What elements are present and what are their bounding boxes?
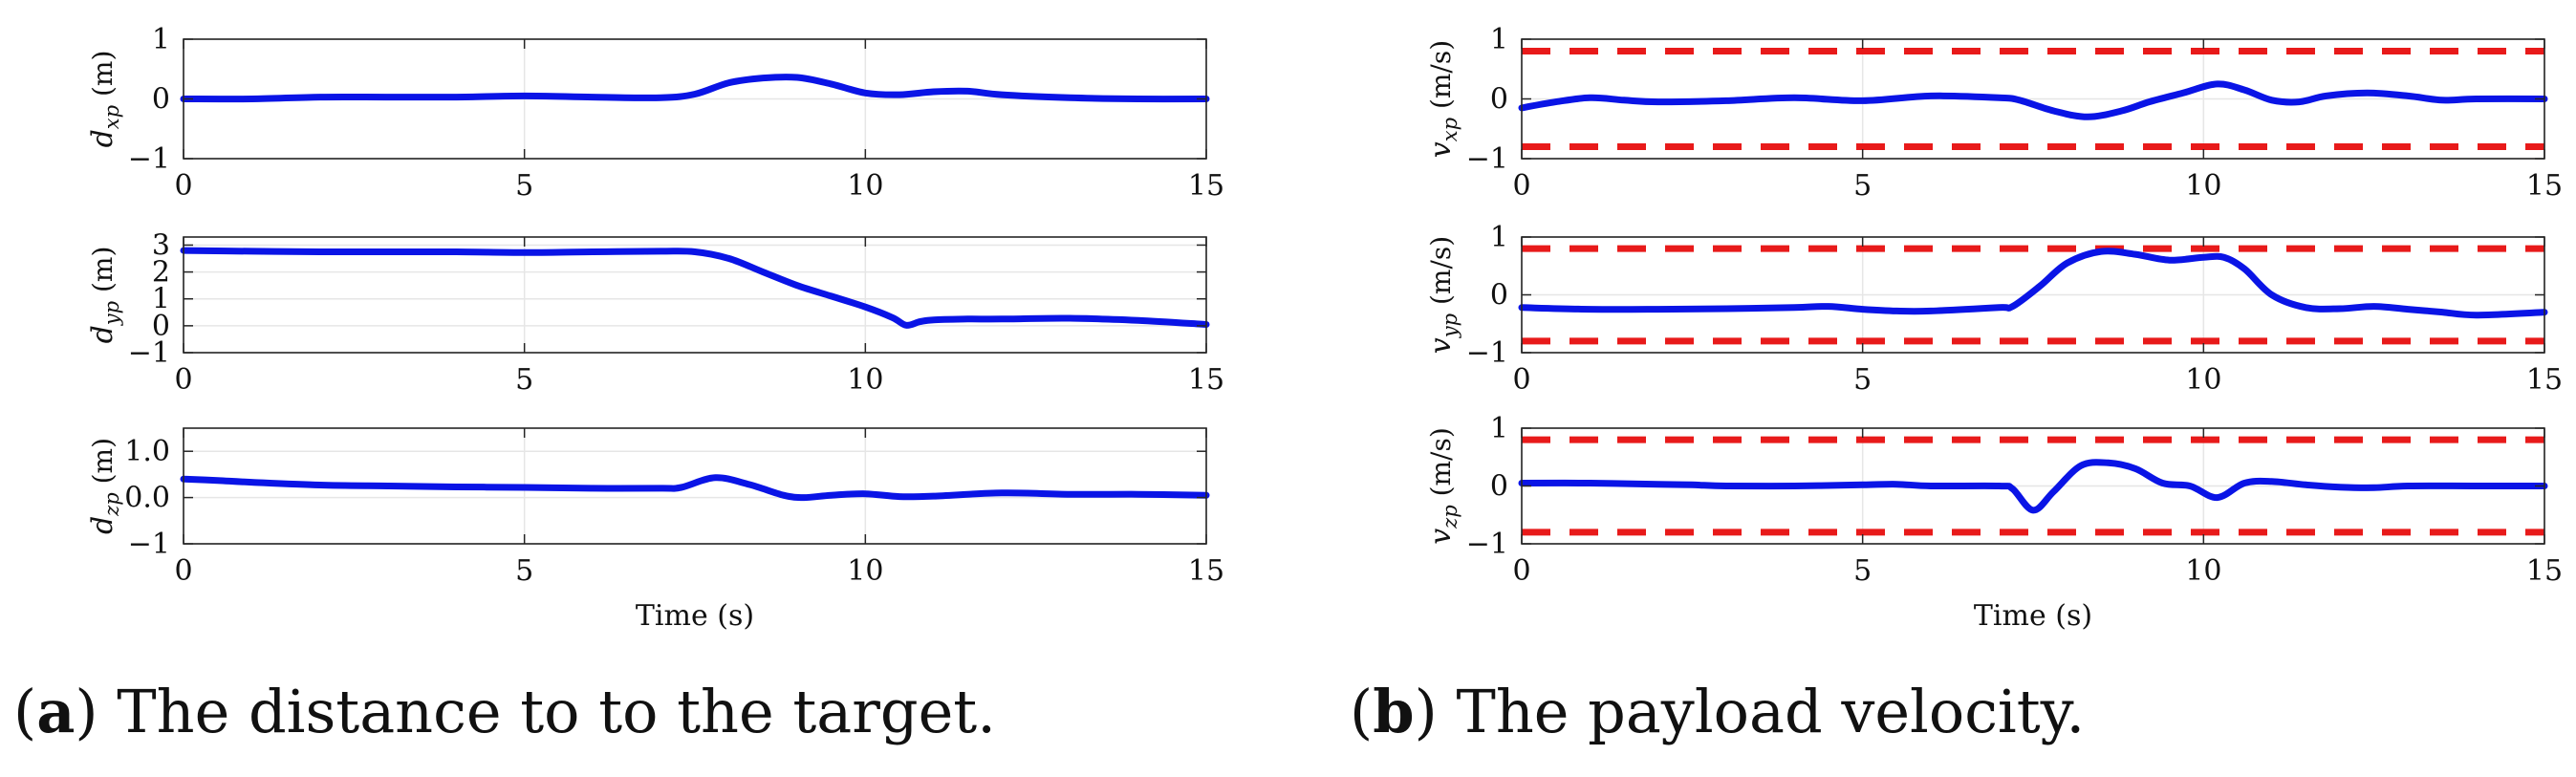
caption-b: (b) The payload velocity. <box>1350 677 2086 746</box>
y-tick-label: 1 <box>152 23 170 56</box>
x-axis-label: Time (s) <box>1974 599 2092 633</box>
y-axis-label-symbol: d <box>86 129 119 147</box>
y-axis-label-unit: (m/s) <box>1425 236 1457 313</box>
y-axis-label-unit: (m) <box>87 51 119 105</box>
x-tick-label: 10 <box>847 169 883 203</box>
caption-a: (a) The distance to to the target. <box>13 677 996 746</box>
x-tick-label: 15 <box>1188 363 1224 397</box>
series-line <box>1518 248 2548 319</box>
y-axis-label-unit: (m) <box>87 438 119 492</box>
y-tick-label: 1 <box>152 283 170 316</box>
caption-b-text: ) The payload velocity. <box>1414 677 2086 746</box>
y-axis-label-subscript: xp <box>100 105 123 129</box>
y-axis-label-subscript: zp <box>1439 505 1461 529</box>
series-line <box>180 247 1210 329</box>
y-tick-label: 1 <box>1490 412 1508 445</box>
series-line <box>1518 459 2548 514</box>
y-axis-label-symbol: d <box>86 516 119 534</box>
x-tick-label: 15 <box>1188 169 1224 203</box>
y-tick-label: −1 <box>1466 142 1508 176</box>
x-tick-label: 0 <box>1512 554 1530 588</box>
y-tick-label: 0 <box>1490 83 1508 117</box>
series-line <box>1518 80 2548 120</box>
y-tick-label: 0 <box>152 310 170 343</box>
y-tick-label: 2 <box>152 256 170 290</box>
caption-a-text: ) The distance to to the target. <box>75 677 996 746</box>
x-tick-label: 15 <box>2526 169 2563 203</box>
y-axis-label: dxp (m) <box>86 51 123 148</box>
x-tick-label: 5 <box>515 554 533 588</box>
y-axis-label-unit: (m/s) <box>1425 40 1457 118</box>
y-axis-label: vzp (m/s) <box>1424 427 1461 545</box>
x-tick-label: 5 <box>515 169 533 203</box>
caption-b-letter: b <box>1373 677 1415 746</box>
x-tick-label: 0 <box>174 554 192 588</box>
x-tick-label: 5 <box>515 363 533 397</box>
x-tick-label: 10 <box>2185 363 2221 397</box>
y-axis-label-subscript: yp <box>100 301 123 326</box>
y-axis-label-subscript: zp <box>100 492 123 517</box>
x-tick-label: 10 <box>847 554 883 588</box>
caption-a-letter: a <box>36 677 76 746</box>
axes-box <box>183 427 1207 545</box>
y-tick-label: 1.0 <box>124 435 170 468</box>
y-axis-label-symbol: v <box>1424 529 1458 545</box>
x-tick-label: 5 <box>1853 363 1872 397</box>
y-tick-label: −1 <box>128 142 170 176</box>
x-tick-label: 0 <box>1512 169 1530 203</box>
y-tick-label: −1 <box>128 528 170 561</box>
axes-box <box>183 236 1207 354</box>
x-tick-label: 5 <box>1853 169 1872 203</box>
y-axis-label-subscript: yp <box>1439 313 1461 338</box>
y-tick-label: 1 <box>1490 221 1508 254</box>
y-tick-label: 0 <box>1490 470 1508 504</box>
y-axis-label-subscript: xp <box>1439 118 1461 141</box>
x-tick-label: 5 <box>1853 554 1872 588</box>
x-tick-label: 10 <box>2185 554 2221 588</box>
y-axis-label-symbol: v <box>1424 141 1458 158</box>
y-axis-label: vyp (m/s) <box>1424 236 1461 354</box>
y-tick-label: 3 <box>152 228 170 262</box>
y-axis-label-unit: (m/s) <box>1425 427 1457 505</box>
series-line <box>180 474 1210 502</box>
x-tick-label: 10 <box>847 363 883 397</box>
x-tick-label: 0 <box>1512 363 1530 397</box>
x-axis-label: Time (s) <box>636 599 754 633</box>
x-tick-label: 0 <box>174 363 192 397</box>
y-tick-label: −1 <box>128 336 170 370</box>
y-tick-label: 0 <box>1490 279 1508 313</box>
series-line <box>180 74 1210 103</box>
y-axis-label: vxp (m/s) <box>1424 40 1461 158</box>
x-tick-label: 15 <box>2526 554 2563 588</box>
x-tick-label: 0 <box>174 169 192 203</box>
y-axis-label: dyp (m) <box>86 247 123 344</box>
y-tick-label: −1 <box>1466 528 1508 561</box>
y-tick-label: 0 <box>152 83 170 117</box>
y-axis-label-symbol: d <box>86 325 119 343</box>
x-tick-label: 15 <box>2526 363 2563 397</box>
x-tick-label: 15 <box>1188 554 1224 588</box>
x-tick-label: 10 <box>2185 169 2221 203</box>
y-axis-label-unit: (m) <box>87 247 119 301</box>
y-axis-label-symbol: v <box>1424 337 1458 354</box>
y-tick-label: 0.0 <box>124 482 170 515</box>
y-tick-label: 1 <box>1490 23 1508 56</box>
y-axis-label: dzp (m) <box>86 438 123 534</box>
y-tick-label: −1 <box>1466 336 1508 370</box>
